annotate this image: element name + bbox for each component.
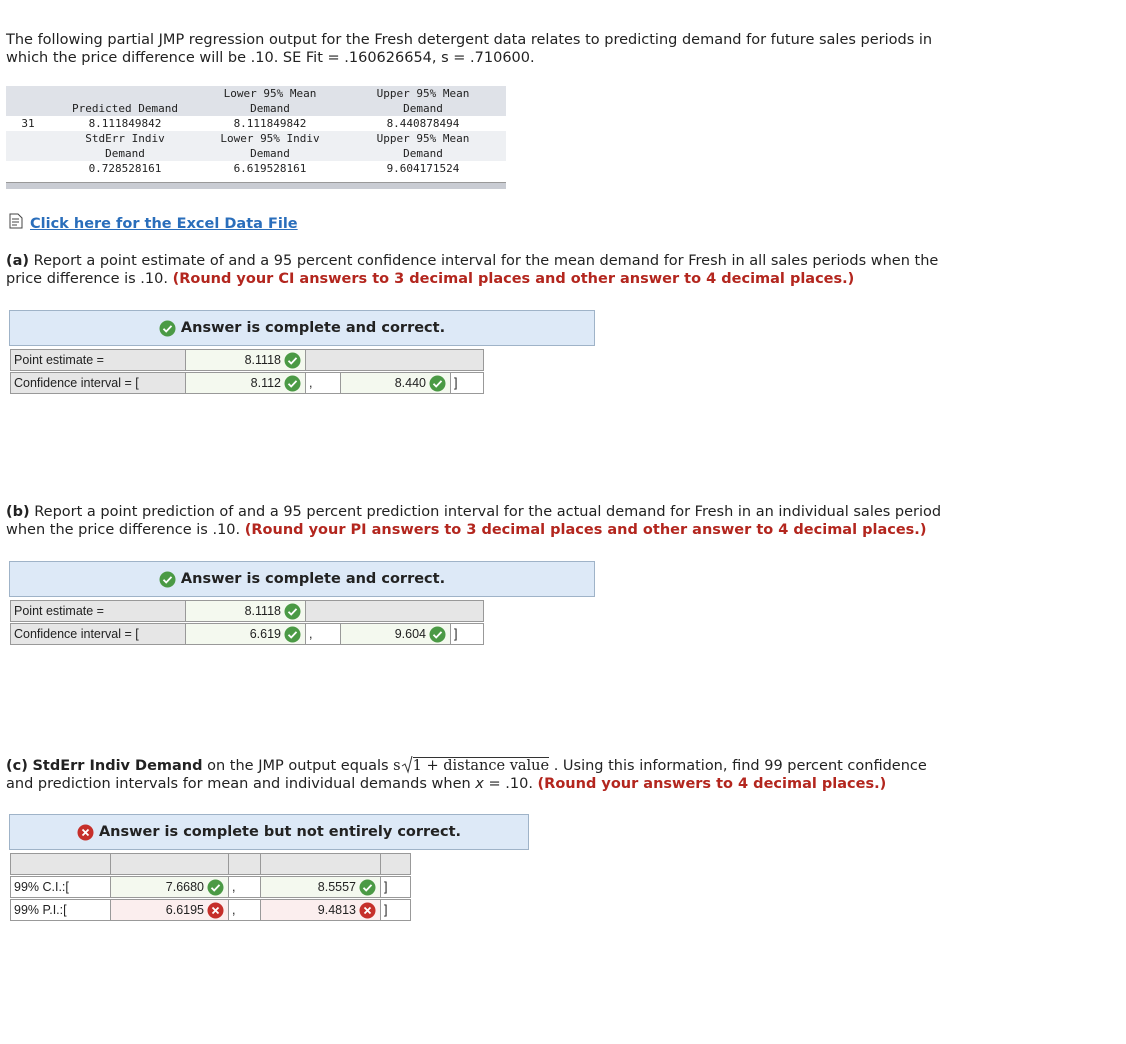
check-icon [159, 571, 176, 588]
jmp-output: Predicted Demand Lower 95% Mean Demand U… [6, 86, 506, 189]
row-label: 99% P.I.:[ [10, 899, 111, 921]
upper-value: 8.5557 [260, 876, 381, 898]
check-icon [284, 375, 301, 392]
answer-value: 8.5557 [317, 880, 356, 894]
point-label: Point estimate = [10, 600, 186, 622]
intro: The following partial JMP regression out… [6, 32, 933, 66]
answer-value: 8.112 [250, 376, 281, 390]
question-text: Report a point prediction of and a 95 pe… [6, 504, 942, 538]
row-label: 99% C.I.:[ [10, 876, 111, 898]
lower-value: 6.619 [185, 623, 306, 645]
header-cell [380, 853, 411, 875]
check-icon [359, 879, 376, 896]
part-label: (a) [6, 253, 30, 269]
check-icon [429, 375, 446, 392]
part-c-question: (c) StdErr Indiv Demand on the JMP outpu… [6, 755, 951, 793]
separator: , [305, 623, 341, 645]
header-cell [228, 853, 261, 875]
part-a-question: (a) Report a point estimate of and a 95 … [6, 252, 951, 288]
header-cell [260, 853, 381, 875]
lower-value: 8.112 [185, 372, 306, 394]
answer-value: 7.6680 [165, 880, 204, 894]
answer-value: 8.1118 [244, 353, 281, 367]
instruction: (Round your CI answers to 3 decimal plac… [172, 271, 855, 287]
blank-cell [305, 600, 484, 622]
upper-value: 9.604 [340, 623, 451, 645]
interval-label: Confidence interval = [ [10, 372, 186, 394]
upper-value: 9.4813 [260, 899, 381, 921]
part-b-question: (b) Report a point prediction of and a 9… [6, 503, 951, 539]
jmp-header: Lower 95% Mean Demand [223, 87, 317, 115]
jmp-header: StdErr Indiv Demand [85, 132, 165, 160]
check-icon [207, 879, 224, 896]
separator: , [305, 372, 341, 394]
answer-value: 6.6195 [165, 903, 204, 917]
sqrt-sign [401, 755, 413, 774]
check-icon [284, 352, 301, 369]
answer-banner: Answer is complete but not entirely corr… [9, 814, 529, 850]
jmp-header: Upper 95% Mean Demand [376, 132, 470, 160]
banner-text: Answer is complete but not entirely corr… [98, 824, 462, 840]
lower-value: 7.6680 [110, 876, 229, 898]
check-icon [284, 603, 301, 620]
lower-value: 6.6195 [110, 899, 229, 921]
question-text: . Using this information, find 99 percen… [6, 758, 927, 792]
close-bracket: ] [380, 876, 411, 898]
jmp-header: Predicted Demand [72, 102, 178, 115]
answer-banner: Answer is complete and correct. [9, 310, 595, 346]
part-label: (c) [6, 758, 28, 774]
formula-radicand: 1 + distance value [412, 757, 550, 774]
jmp-value: 6.619528161 [233, 162, 307, 175]
point-value: 8.1118 [185, 600, 306, 622]
jmp-header: Upper 95% Mean Demand [376, 87, 470, 115]
part-label: (b) [6, 504, 30, 520]
file-icon [9, 213, 23, 229]
answer-value: 9.604 [394, 627, 426, 641]
data-link[interactable]: Click here for the Excel Data File [30, 216, 298, 232]
point-value: 8.1118 [185, 349, 306, 371]
separator: , [228, 876, 261, 898]
question-text: = .10. [488, 776, 533, 792]
question-text: on the JMP output equals [207, 758, 389, 774]
answer-value: 6.619 [249, 627, 281, 641]
point-label: Point estimate = [10, 349, 186, 371]
error-icon [77, 824, 94, 841]
close-bracket: ] [380, 899, 411, 921]
question-text: Report a point estimate of and a 95 perc… [6, 253, 939, 287]
jmp-footer-bar [6, 182, 506, 189]
answer-value: 8.1118 [244, 604, 281, 618]
header-cell [10, 853, 111, 875]
check-icon [429, 626, 446, 643]
term: StdErr Indiv Demand [32, 758, 203, 774]
banner-text: Answer is complete and correct. [180, 571, 446, 587]
jmp-table: Predicted Demand Lower 95% Mean Demand U… [6, 86, 506, 176]
interval-label: Confidence interval = [ [10, 623, 186, 645]
answer-value: 9.4813 [317, 903, 356, 917]
check-icon [159, 320, 176, 337]
close-bracket: ] [450, 623, 484, 645]
error-icon [359, 902, 376, 919]
jmp-value: 8.111849842 [233, 117, 307, 130]
formula-s: s [393, 758, 401, 774]
blank-cell [305, 349, 484, 371]
check-icon [284, 626, 301, 643]
jmp-header: Lower 95% Indiv Demand [220, 132, 320, 160]
jmp-value: 9.604171524 [386, 162, 460, 175]
jmp-row-label: 31 [21, 117, 35, 130]
header-cell [110, 853, 229, 875]
jmp-value: 8.111849842 [88, 117, 162, 130]
instruction: (Round your answers to 4 decimal places.… [537, 776, 887, 792]
instruction: (Round your PI answers to 3 decimal plac… [244, 522, 927, 538]
close-bracket: ] [450, 372, 484, 394]
answer-banner: Answer is complete and correct. [9, 561, 595, 597]
banner-text: Answer is complete and correct. [180, 320, 446, 336]
separator: , [228, 899, 261, 921]
upper-value: 8.440 [340, 372, 451, 394]
answer-value: 8.440 [394, 376, 426, 390]
jmp-value: 8.440878494 [386, 117, 460, 130]
error-icon [207, 902, 224, 919]
jmp-value: 0.728528161 [88, 162, 162, 175]
variable: x [475, 776, 484, 792]
